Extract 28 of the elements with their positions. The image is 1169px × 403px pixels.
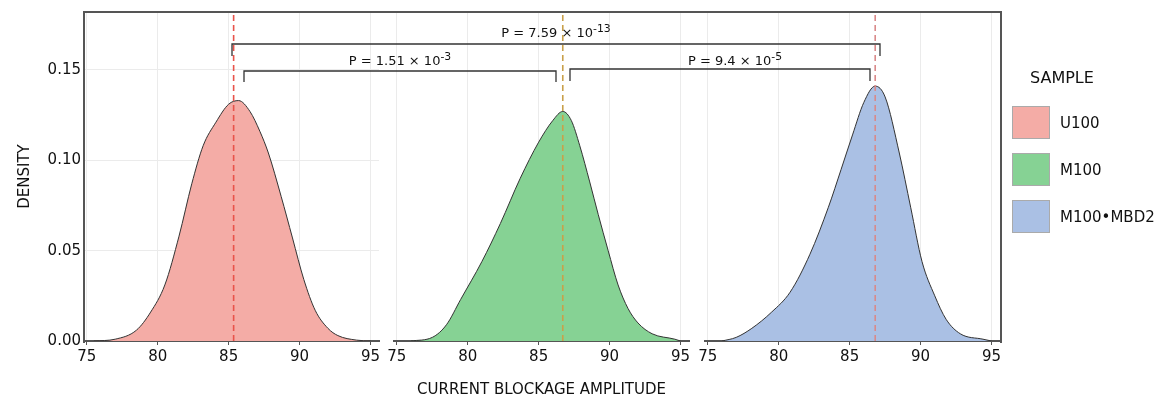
x-tick-label: 95	[360, 346, 381, 365]
y-tick-label: 0.10	[47, 150, 81, 169]
x-axis-title: CURRENT BLOCKAGE AMPLITUDE	[417, 379, 666, 398]
annotation: P = 7.59 × 10$^{-13}$	[501, 22, 611, 41]
x-tick-label: 80	[769, 346, 789, 365]
x-tick-label: 75	[698, 346, 718, 365]
y-tick-label: 0.15	[47, 59, 81, 78]
x-tick-label: 90	[290, 346, 310, 365]
y-tick-label: 0.00	[47, 330, 81, 349]
annotation: P = 1.51 × 10$^{-3}$	[348, 50, 452, 69]
x-tick-label: 75	[387, 346, 407, 365]
y-tick-label: 0.05	[47, 240, 81, 259]
x-tick-label: 80	[458, 346, 478, 365]
x-tick-label: 95	[670, 346, 691, 365]
legend-title: SAMPLE	[1030, 68, 1095, 87]
x-tick-label: 85	[529, 346, 549, 365]
x-tick-label: 90	[600, 346, 620, 365]
x-tick-label: 85	[840, 346, 860, 365]
x-tick-label: 95	[981, 346, 1002, 365]
annotation: P = 9.4 × 10$^{-5}$	[687, 50, 783, 69]
y-axis-title: DENSITY	[14, 143, 33, 209]
x-tick-label: 75	[77, 346, 97, 365]
x-tick-label: 85	[219, 346, 239, 365]
legend-label: M100•MBD2	[1060, 207, 1155, 226]
x-tick-label: 80	[148, 346, 168, 365]
legend-label: U100	[1060, 113, 1100, 132]
x-tick-label: 90	[911, 346, 931, 365]
legend-label: M100	[1060, 160, 1102, 179]
